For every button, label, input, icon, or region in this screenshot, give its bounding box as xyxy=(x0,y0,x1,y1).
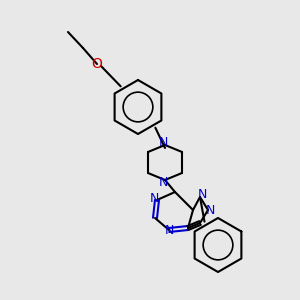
Text: N: N xyxy=(205,203,215,217)
Text: N: N xyxy=(164,224,174,238)
Text: N: N xyxy=(158,176,168,190)
Text: O: O xyxy=(92,57,102,71)
Text: N: N xyxy=(197,188,207,202)
Text: N: N xyxy=(158,136,168,148)
Text: N: N xyxy=(149,193,159,206)
